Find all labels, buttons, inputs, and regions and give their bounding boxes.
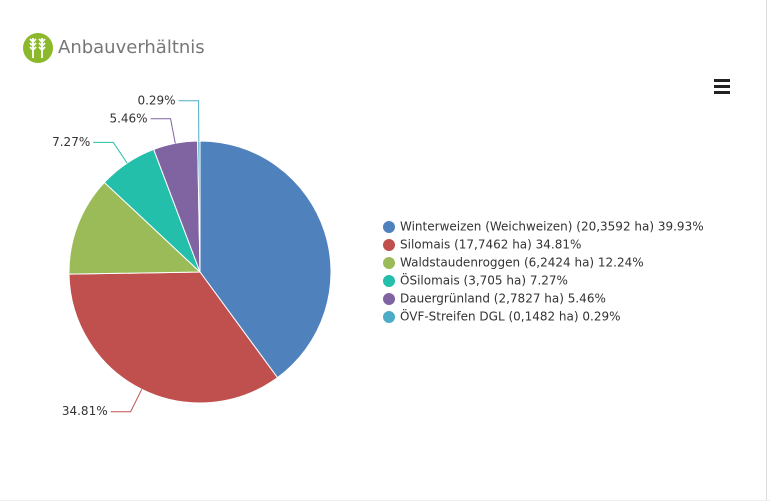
pie-slice [199, 140, 332, 379]
label-connector [93, 141, 128, 164]
legend-label: Winterweizen (Weichweizen) (20,3592 ha) … [400, 220, 704, 234]
legend-label: Silomais (17,7462 ha) 34.81% [400, 238, 581, 252]
legend-label: Dauergrünland (2,7827 ha) 5.46% [400, 292, 606, 306]
label-connector [150, 118, 176, 144]
data-label: 5.46% [109, 111, 147, 125]
pie-slice [68, 181, 202, 275]
pie-slice [197, 140, 201, 273]
legend-label: ÖVF-Streifen DGL (0,1482 ha) 0.29% [400, 308, 621, 324]
legend-marker [383, 239, 395, 251]
legend-marker [383, 221, 395, 233]
data-label: 34.81% [62, 404, 108, 418]
title-icon [23, 33, 53, 63]
legend-marker [383, 257, 395, 269]
data-label: 0.29% [137, 93, 175, 107]
legend-marker [383, 293, 395, 305]
legend-label: ÖSilomais (3,705 ha) 7.27% [400, 272, 568, 288]
data-label: 7.27% [52, 135, 90, 149]
legend-marker [383, 311, 395, 323]
label-connector [178, 100, 200, 142]
legend-marker [383, 275, 395, 287]
label-connector [110, 389, 143, 413]
legend-label: Waldstaudenroggen (6,2424 ha) 12.24% [400, 256, 644, 270]
chart-title: Anbauverhältnis [58, 37, 205, 58]
pie-slice [68, 271, 279, 404]
menu-button[interactable] [712, 77, 732, 95]
